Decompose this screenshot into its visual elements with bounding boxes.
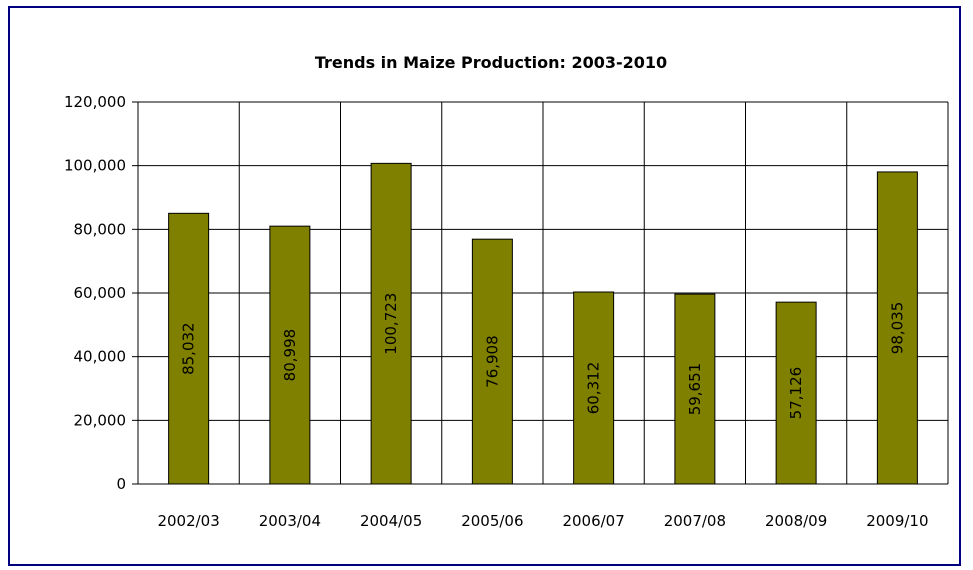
bar-data-label: 60,312: [585, 362, 603, 415]
bar: [269, 225, 311, 485]
bar-data-label: 85,032: [180, 322, 198, 375]
y-tick-label: 40,000: [74, 348, 127, 366]
bar: [168, 212, 210, 485]
bar-data-label: 76,908: [483, 335, 501, 388]
bar: [573, 291, 615, 485]
bar: [775, 301, 817, 485]
grid: [138, 101, 949, 484]
axes: [132, 101, 948, 485]
bar-data-label: 57,126: [787, 367, 805, 420]
bar: [876, 171, 918, 485]
bars: [168, 162, 918, 485]
y-tick-label: 80,000: [74, 220, 127, 238]
y-tick-label: 100,000: [64, 157, 126, 175]
bar-data-label: 98,035: [888, 302, 906, 355]
x-tick-label: 2005/06: [461, 512, 523, 530]
bar-data-label: 80,998: [281, 329, 299, 382]
x-tick-label: 2003/04: [259, 512, 321, 530]
x-tick-label: 2007/08: [664, 512, 726, 530]
x-tick-label: 2008/09: [765, 512, 827, 530]
chart-title: Trends in Maize Production: 2003-2010: [315, 53, 667, 72]
x-tick-label: 2006/07: [562, 512, 624, 530]
y-tick-label: 120,000: [64, 93, 126, 111]
y-tick-label: 20,000: [74, 411, 127, 429]
x-tick-label: 2009/10: [866, 512, 928, 530]
bar-data-label: 59,651: [686, 363, 704, 416]
bar-chart: Trends in Maize Production: 2003-2010 0 2…: [64, 53, 949, 530]
y-tick-label: 60,000: [74, 284, 127, 302]
x-tick-label: 2004/05: [360, 512, 422, 530]
labels: 0 20,000 40,000 60,000 80,000 100,000 120,000 8…: [64, 93, 929, 530]
bar: [674, 293, 716, 485]
bar: [370, 162, 412, 485]
bar-data-label: 100,723: [382, 293, 400, 355]
chart-frame: Trends in Maize Production: 2003-2010 0 2…: [8, 6, 961, 566]
x-tick-label: 2002/03: [157, 512, 219, 530]
bar: [471, 238, 513, 485]
y-tick-label: 0: [116, 475, 126, 493]
